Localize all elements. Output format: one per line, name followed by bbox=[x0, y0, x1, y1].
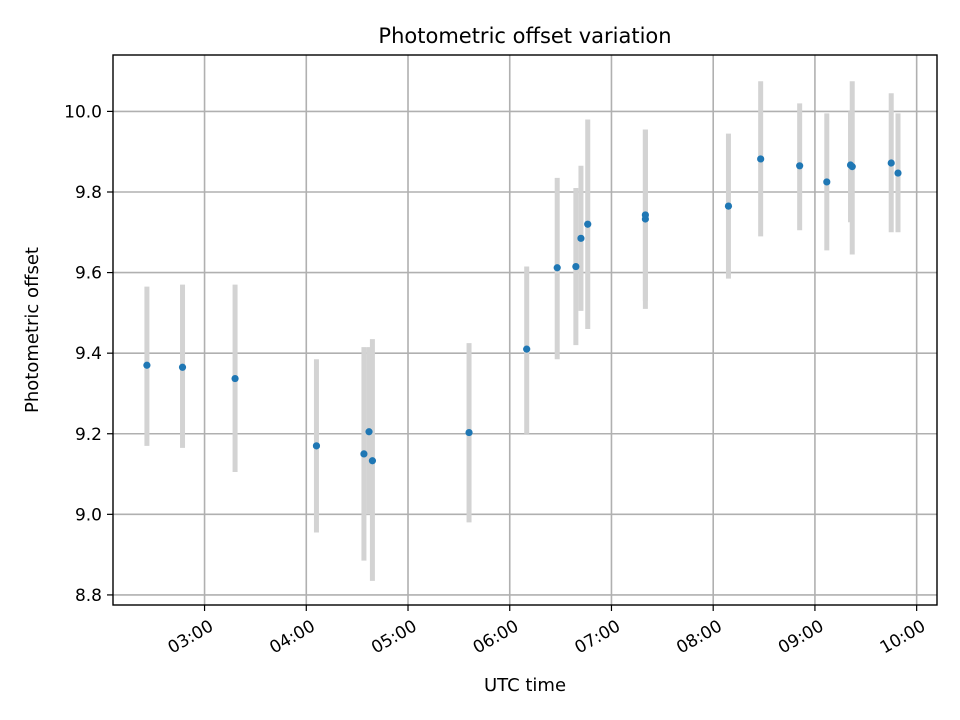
x-tick-label: 03:00 bbox=[165, 616, 217, 658]
x-tick-label: 05:00 bbox=[368, 616, 420, 658]
x-tick-label: 04:00 bbox=[266, 616, 318, 658]
data-point bbox=[887, 159, 895, 167]
data-point bbox=[143, 361, 151, 369]
y-tick-label: 9.0 bbox=[75, 505, 102, 525]
x-tick-label: 06:00 bbox=[470, 616, 522, 658]
y-axis-title: Photometric offset bbox=[22, 247, 43, 413]
y-tick-label: 9.2 bbox=[75, 425, 102, 445]
data-point bbox=[368, 457, 377, 465]
data-point bbox=[572, 262, 580, 271]
x-tick-label: 07:00 bbox=[572, 616, 624, 658]
data-point bbox=[553, 264, 561, 272]
y-tick-label: 10.0 bbox=[64, 102, 102, 122]
data-point bbox=[584, 220, 592, 228]
error-bars bbox=[144, 81, 901, 581]
y-tick-label: 9.4 bbox=[75, 344, 102, 364]
data-point bbox=[823, 178, 831, 186]
data-point bbox=[757, 155, 765, 163]
data-point bbox=[894, 169, 902, 177]
x-tick-label: 10:00 bbox=[877, 616, 929, 658]
data-point bbox=[724, 202, 733, 210]
x-axis-title: UTC time bbox=[484, 675, 566, 696]
y-tick-label: 8.8 bbox=[75, 586, 102, 606]
y-tick-label: 9.8 bbox=[75, 183, 102, 203]
data-point bbox=[577, 234, 585, 242]
data-points bbox=[143, 155, 902, 465]
x-tick-label: 08:00 bbox=[673, 616, 725, 658]
y-tick-label: 9.6 bbox=[75, 264, 102, 284]
data-point bbox=[641, 211, 649, 219]
data-point bbox=[465, 428, 473, 437]
data-point bbox=[231, 374, 239, 383]
data-point bbox=[796, 162, 804, 170]
plot-frame bbox=[112, 54, 938, 606]
data-point bbox=[360, 450, 368, 458]
data-point bbox=[312, 442, 321, 450]
data-point bbox=[523, 345, 531, 353]
data-point bbox=[365, 428, 373, 436]
x-tick-label: 09:00 bbox=[775, 616, 827, 658]
chart-title: Photometric offset variation bbox=[378, 24, 671, 48]
data-point bbox=[848, 163, 856, 171]
data-point bbox=[178, 363, 187, 371]
